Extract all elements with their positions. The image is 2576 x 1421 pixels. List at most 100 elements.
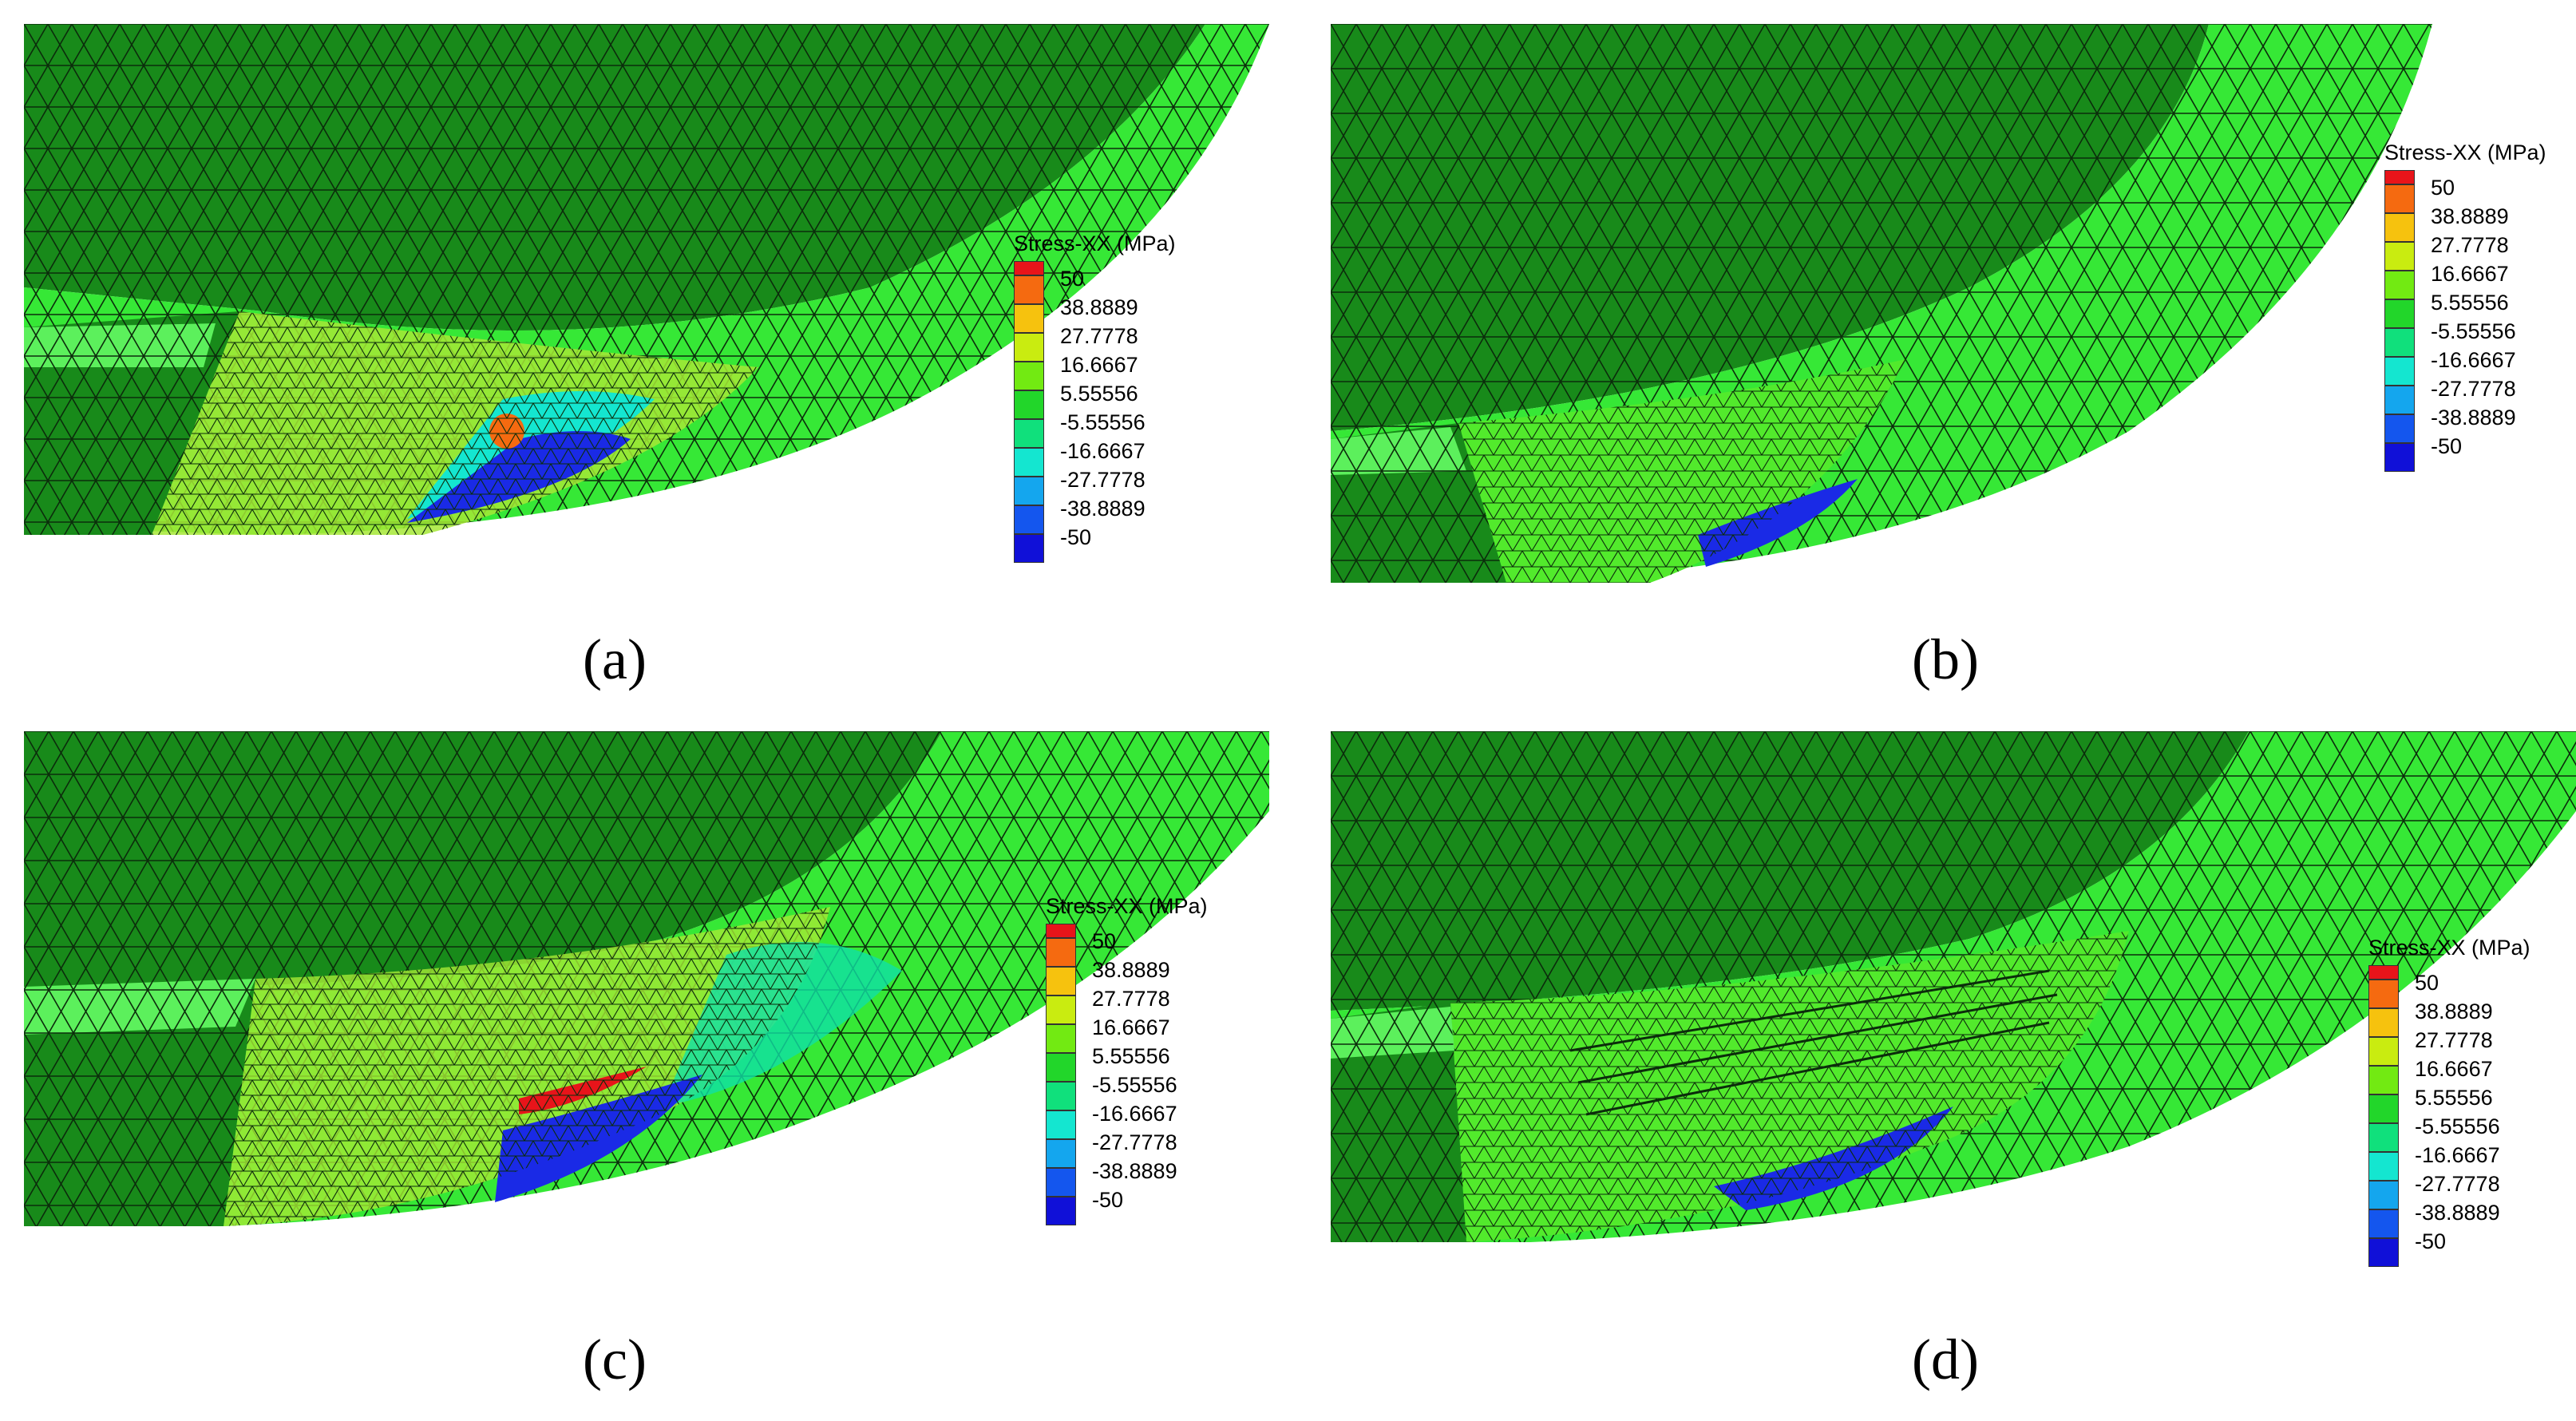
legend-a: Stress-XX (MPa) 50 38.8889 27.7778 16.6667 5…: [1014, 232, 1176, 563]
legend-label: 27.7778: [1060, 324, 1138, 348]
legend-title: Stress-XX (MPa): [2368, 936, 2530, 960]
legend-title: Stress-XX (MPa): [1014, 232, 1176, 255]
legend-label: 50: [2415, 971, 2439, 995]
legend-label: 50: [1060, 267, 1085, 291]
legend-label: -5.55556: [2415, 1114, 2500, 1138]
legend-label: 5.55556: [1092, 1044, 1170, 1068]
legend-label: 38.8889: [2415, 999, 2493, 1023]
legend-label: -38.8889: [1060, 497, 1146, 521]
legend-label: -50: [1060, 525, 1092, 549]
legend-swatch: [2384, 443, 2415, 472]
legend-swatch: [2368, 1008, 2399, 1037]
legend-label: -16.6667: [1092, 1102, 1177, 1126]
legend-swatch: [1014, 448, 1044, 477]
legend-swatch: [1046, 1168, 1076, 1197]
legend-label: -38.8889: [2431, 406, 2516, 429]
legend-label: 16.6667: [1060, 353, 1138, 377]
legend-swatch: [1014, 362, 1044, 390]
legend-label: -27.7778: [2415, 1172, 2500, 1196]
panel-a: Stress-XX (MPa) 50 38.8889 27.7778 16.6667 5…: [24, 24, 1269, 710]
legend-bar: [2384, 170, 2415, 472]
legend-label: -50: [2415, 1229, 2447, 1253]
legend-bar: [1014, 261, 1044, 563]
legend-swatch: [2368, 1094, 2399, 1123]
legend-swatch: [2368, 1209, 2399, 1238]
legend-swatch: [2368, 1181, 2399, 1209]
legend-swatch: [1014, 477, 1044, 505]
legend-d: Stress-XX (MPa) 50 38.8889 27.7778 16.6667 5…: [2368, 936, 2530, 1267]
legend-swatch: [2368, 1123, 2399, 1152]
caption-b: (b): [1912, 627, 1979, 691]
legend-swatch: [1014, 390, 1044, 419]
legend-label: 5.55556: [2431, 291, 2509, 315]
legend-swatch: [1014, 419, 1044, 448]
panel-c: Stress-XX (MPa) 50 38.8889 27.7778 16.6667 5…: [24, 731, 1269, 1418]
legend-swatch: [1046, 1197, 1076, 1225]
legend-swatch: [1014, 534, 1044, 563]
legend-label: 5.55556: [2415, 1086, 2493, 1110]
legend-labels: 50 38.8889 27.7778 16.6667 5.55556 -5.55556 -1…: [1060, 264, 1146, 552]
legend-swatch: [2384, 184, 2415, 213]
legend-label: -16.6667: [1060, 439, 1146, 463]
legend-swatch: [1014, 275, 1044, 304]
legend-swatch: [1046, 1139, 1076, 1168]
legend-swatch: [1046, 995, 1076, 1024]
legend-swatch: [2384, 213, 2415, 242]
legend-swatch: [2368, 980, 2399, 1008]
legend-labels: 50 38.8889 27.7778 16.6667 5.55556 -5.55556 -1…: [2415, 968, 2500, 1256]
legend-b: Stress-XX (MPa) 50 38.8889 27.7778 16.6667 5…: [2384, 141, 2546, 472]
legend-label: 27.7778: [1092, 987, 1170, 1011]
legend-label: -5.55556: [2431, 319, 2516, 343]
caption-a: (a): [583, 627, 647, 691]
legend-swatch: [1046, 938, 1076, 967]
legend-label: -16.6667: [2415, 1143, 2500, 1167]
legend-label: -50: [2431, 434, 2463, 458]
legend-labels: 50 38.8889 27.7778 16.6667 5.55556 -5.55556 -1…: [2431, 173, 2516, 461]
legend-swatch: [1046, 1082, 1076, 1110]
legend-swatch: [2368, 1037, 2399, 1066]
legend-label: -5.55556: [1092, 1073, 1177, 1097]
legend-bar: [1046, 924, 1076, 1225]
legend-label: 27.7778: [2431, 233, 2509, 257]
legend-label: -27.7778: [2431, 377, 2516, 401]
legend-label: 38.8889: [2431, 204, 2509, 228]
legend-label: -5.55556: [1060, 410, 1146, 434]
legend-swatch: [1014, 333, 1044, 362]
legend-swatch: [2384, 414, 2415, 443]
legend-swatch: [2368, 1066, 2399, 1094]
legend-swatch: [2384, 328, 2415, 357]
legend-swatch: [1046, 924, 1076, 938]
legend-label: 16.6667: [2415, 1057, 2493, 1081]
legend-label: 5.55556: [1060, 382, 1138, 406]
legend-label: 16.6667: [1092, 1015, 1170, 1039]
caption-d: (d): [1912, 1328, 1979, 1391]
stress-mesh-b: [1331, 24, 2432, 583]
stress-mesh-c: [24, 731, 1269, 1226]
legend-label: -50: [1092, 1188, 1124, 1212]
legend-swatch: [1014, 505, 1044, 534]
legend-swatch: [1014, 261, 1044, 275]
legend-swatch: [2368, 965, 2399, 980]
legend-swatch: [2384, 386, 2415, 414]
legend-label: 38.8889: [1092, 958, 1170, 982]
legend-title: Stress-XX (MPa): [2384, 141, 2546, 164]
legend-swatch: [2384, 271, 2415, 299]
caption-c: (c): [583, 1328, 647, 1391]
legend-bar: [2368, 965, 2399, 1267]
legend-swatch: [2384, 242, 2415, 271]
legend-label: 50: [1092, 929, 1117, 953]
legend-swatch: [2368, 1152, 2399, 1181]
legend-swatch: [2384, 299, 2415, 328]
legend-swatch: [1046, 1053, 1076, 1082]
legend-label: -27.7778: [1060, 468, 1146, 492]
legend-swatch: [2368, 1238, 2399, 1267]
legend-label: -27.7778: [1092, 1130, 1177, 1154]
legend-swatch: [1046, 967, 1076, 995]
legend-label: -38.8889: [2415, 1201, 2500, 1225]
legend-swatch: [1046, 1024, 1076, 1053]
legend-label: -38.8889: [1092, 1159, 1177, 1183]
legend-c: Stress-XX (MPa) 50 38.8889 27.7778 16.6667 5…: [1046, 894, 1208, 1225]
legend-swatch: [2384, 357, 2415, 386]
stress-mesh-a: [24, 24, 1269, 535]
panel-b: Stress-XX (MPa) 50 38.8889 27.7778 16.6667 5…: [1331, 24, 2576, 710]
